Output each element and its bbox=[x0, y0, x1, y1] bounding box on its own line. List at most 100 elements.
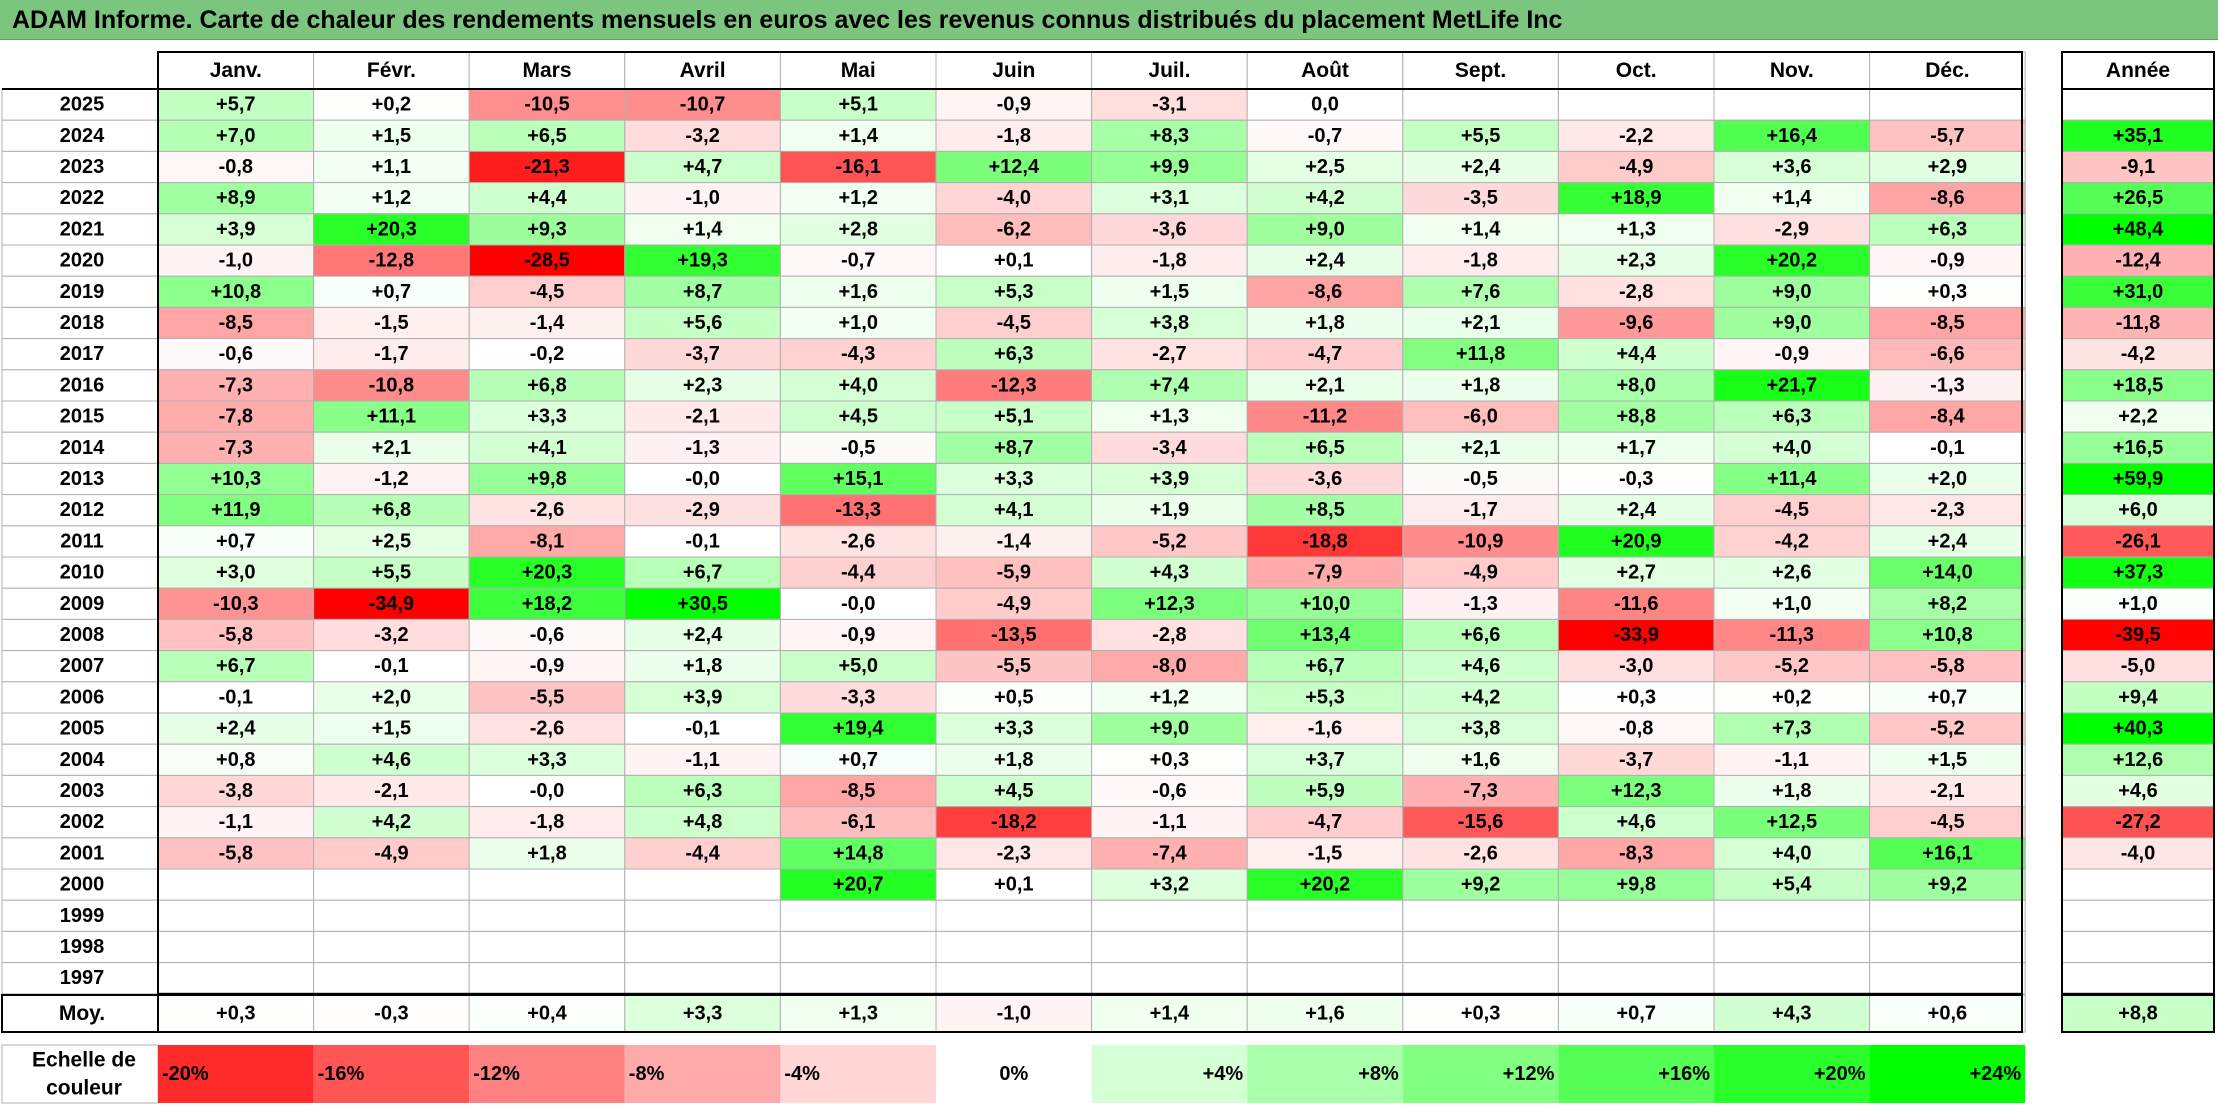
cell-value-2011-1: +2,5 bbox=[372, 530, 411, 552]
cell-value-2024-0: +7,0 bbox=[216, 125, 255, 147]
heat-cell-2002-8 bbox=[1402, 806, 1559, 839]
annual-value-2008: -39,5 bbox=[2115, 624, 2161, 646]
scale-label-8: +12% bbox=[1503, 1063, 1555, 1085]
heat-cell-2002-11 bbox=[1869, 806, 2026, 839]
annual-value-2007: -5,0 bbox=[2121, 655, 2155, 677]
cell-value-2008-9: -33,9 bbox=[1613, 624, 1659, 646]
cell-value-2016-8: +1,8 bbox=[1461, 374, 1500, 396]
cell-value-2004-9: -3,7 bbox=[1619, 749, 1653, 771]
cell-value-2011-8: -10,9 bbox=[1458, 530, 1504, 552]
cell-value-2003-5: +4,5 bbox=[994, 780, 1033, 802]
cell-value-2000-10: +5,4 bbox=[1772, 874, 1812, 896]
heat-cell-2024-10 bbox=[1713, 119, 1871, 152]
cell-value-2012-2: -2,6 bbox=[530, 499, 564, 521]
annual-value-2017: -4,2 bbox=[2121, 343, 2155, 365]
row-label-2014: 2014 bbox=[60, 437, 105, 459]
cell-value-2019-8: +7,6 bbox=[1461, 281, 1500, 303]
heat-cell-2011-3 bbox=[624, 525, 781, 558]
cell-value-2021-6: -3,6 bbox=[1152, 218, 1186, 240]
scale-label-11: +24% bbox=[1969, 1063, 2021, 1085]
heat-cell-2018-9 bbox=[1557, 306, 1715, 340]
cell-value-2013-8: -0,5 bbox=[1463, 468, 1497, 490]
heat-cell-2002-4 bbox=[779, 806, 937, 839]
heat-cell-1999-10 bbox=[1713, 899, 1871, 932]
heat-cell-2015-10 bbox=[1713, 400, 1871, 433]
cell-value-2002-7: -4,7 bbox=[1308, 811, 1342, 833]
cell-value-2013-3: -0,0 bbox=[685, 468, 719, 490]
cell-value-2017-0: -0,6 bbox=[219, 343, 253, 365]
heat-cell-2017-7 bbox=[1246, 338, 1404, 371]
scale-label-9: +16% bbox=[1658, 1063, 1710, 1085]
heat-cell-1998-1 bbox=[313, 930, 470, 964]
heat-cell-2005-9 bbox=[1557, 712, 1715, 745]
heat-cell-2007-8 bbox=[1402, 650, 1559, 683]
heat-cell-2007-11 bbox=[1869, 650, 2026, 683]
cell-value-2000-11: +9,2 bbox=[1928, 874, 1967, 896]
year-cell bbox=[1, 400, 159, 433]
cell-value-2001-9: -8,3 bbox=[1619, 842, 1653, 864]
cell-value-2025-3: -10,7 bbox=[680, 94, 726, 116]
cell-value-2001-10: +4,0 bbox=[1772, 842, 1811, 864]
heat-cell-2022-6 bbox=[1091, 182, 1248, 215]
row-label-2020: 2020 bbox=[60, 250, 105, 272]
heat-cell-2023-11 bbox=[1869, 150, 2026, 184]
average-annual-cell bbox=[2061, 994, 2215, 1033]
cell-value-2004-5: +1,8 bbox=[994, 749, 1033, 771]
cell-value-2020-2: -28,5 bbox=[524, 250, 570, 272]
cell-value-2003-9: +12,3 bbox=[1611, 780, 1662, 802]
heat-cell-1999-7 bbox=[1246, 899, 1404, 932]
cell-value-2005-4: +19,4 bbox=[833, 718, 884, 740]
cell-value-2015-5: +5,1 bbox=[994, 406, 1033, 428]
heat-cell-2009-7 bbox=[1246, 587, 1404, 620]
heat-cell-2001-7 bbox=[1246, 837, 1404, 870]
cell-value-2017-1: -1,7 bbox=[374, 343, 408, 365]
cell-value-2024-9: -2,2 bbox=[1619, 125, 1653, 147]
cell-value-2006-3: +3,9 bbox=[683, 686, 722, 708]
heat-cell-2008-7 bbox=[1246, 618, 1404, 652]
cell-value-2022-4: +1,2 bbox=[838, 187, 877, 209]
cell-value-2003-4: -8,5 bbox=[841, 780, 875, 802]
cell-value-2006-6: +1,2 bbox=[1150, 686, 1189, 708]
heat-cell-2015-6 bbox=[1091, 400, 1248, 433]
heat-cell-2003-8 bbox=[1402, 774, 1559, 808]
cell-value-2004-2: +3,3 bbox=[527, 749, 566, 771]
cell-value-2022-9: +18,9 bbox=[1611, 187, 1662, 209]
cell-value-2010-11: +14,0 bbox=[1922, 562, 1973, 584]
heat-cell-2024-2 bbox=[468, 119, 626, 152]
heat-cell-2019-0 bbox=[157, 275, 315, 308]
heat-cell-2010-6 bbox=[1091, 556, 1248, 589]
cell-value-2009-2: +18,2 bbox=[522, 593, 573, 615]
average-cell-5 bbox=[935, 994, 1093, 1033]
heat-cell-2005-4 bbox=[779, 712, 937, 745]
cell-value-2017-7: -4,7 bbox=[1308, 343, 1342, 365]
cell-value-2002-0: -1,1 bbox=[219, 811, 253, 833]
heat-cell-1998-9 bbox=[1557, 930, 1715, 964]
heat-cell-2011-4 bbox=[779, 525, 937, 558]
year-cell bbox=[1, 743, 159, 776]
cell-value-2021-1: +20,3 bbox=[366, 218, 417, 240]
column-header-9: Oct. bbox=[1616, 59, 1657, 82]
cell-value-2023-4: -16,1 bbox=[835, 156, 881, 178]
cell-value-2023-1: +1,1 bbox=[372, 156, 411, 178]
heat-cell-2012-0 bbox=[157, 494, 315, 527]
heat-cell-2019-10 bbox=[1713, 275, 1871, 308]
heat-cell-2012-2 bbox=[468, 494, 626, 527]
year-cell bbox=[1, 306, 159, 340]
annual-border bbox=[2061, 51, 2215, 995]
annual-value-2004: +12,6 bbox=[2113, 749, 2164, 771]
cell-value-2003-11: -2,1 bbox=[1930, 780, 1964, 802]
cell-value-2001-5: -2,3 bbox=[997, 842, 1031, 864]
cell-value-2007-10: -5,2 bbox=[1775, 655, 1809, 677]
annual-cell-2012 bbox=[2061, 494, 2215, 527]
cell-value-2007-9: -3,0 bbox=[1619, 655, 1653, 677]
cell-value-2020-8: -1,8 bbox=[1463, 250, 1497, 272]
row-label-2003: 2003 bbox=[60, 780, 105, 802]
cell-value-2013-2: +9,8 bbox=[527, 468, 566, 490]
year-cell bbox=[1, 868, 159, 901]
heat-cell-2016-11 bbox=[1869, 369, 2026, 402]
heat-cell-1998-4 bbox=[779, 930, 937, 964]
average-label: Moy. bbox=[59, 1002, 105, 1025]
year-cell bbox=[1, 462, 159, 496]
heat-cell-2012-5 bbox=[935, 494, 1093, 527]
year-cell bbox=[1, 681, 159, 714]
